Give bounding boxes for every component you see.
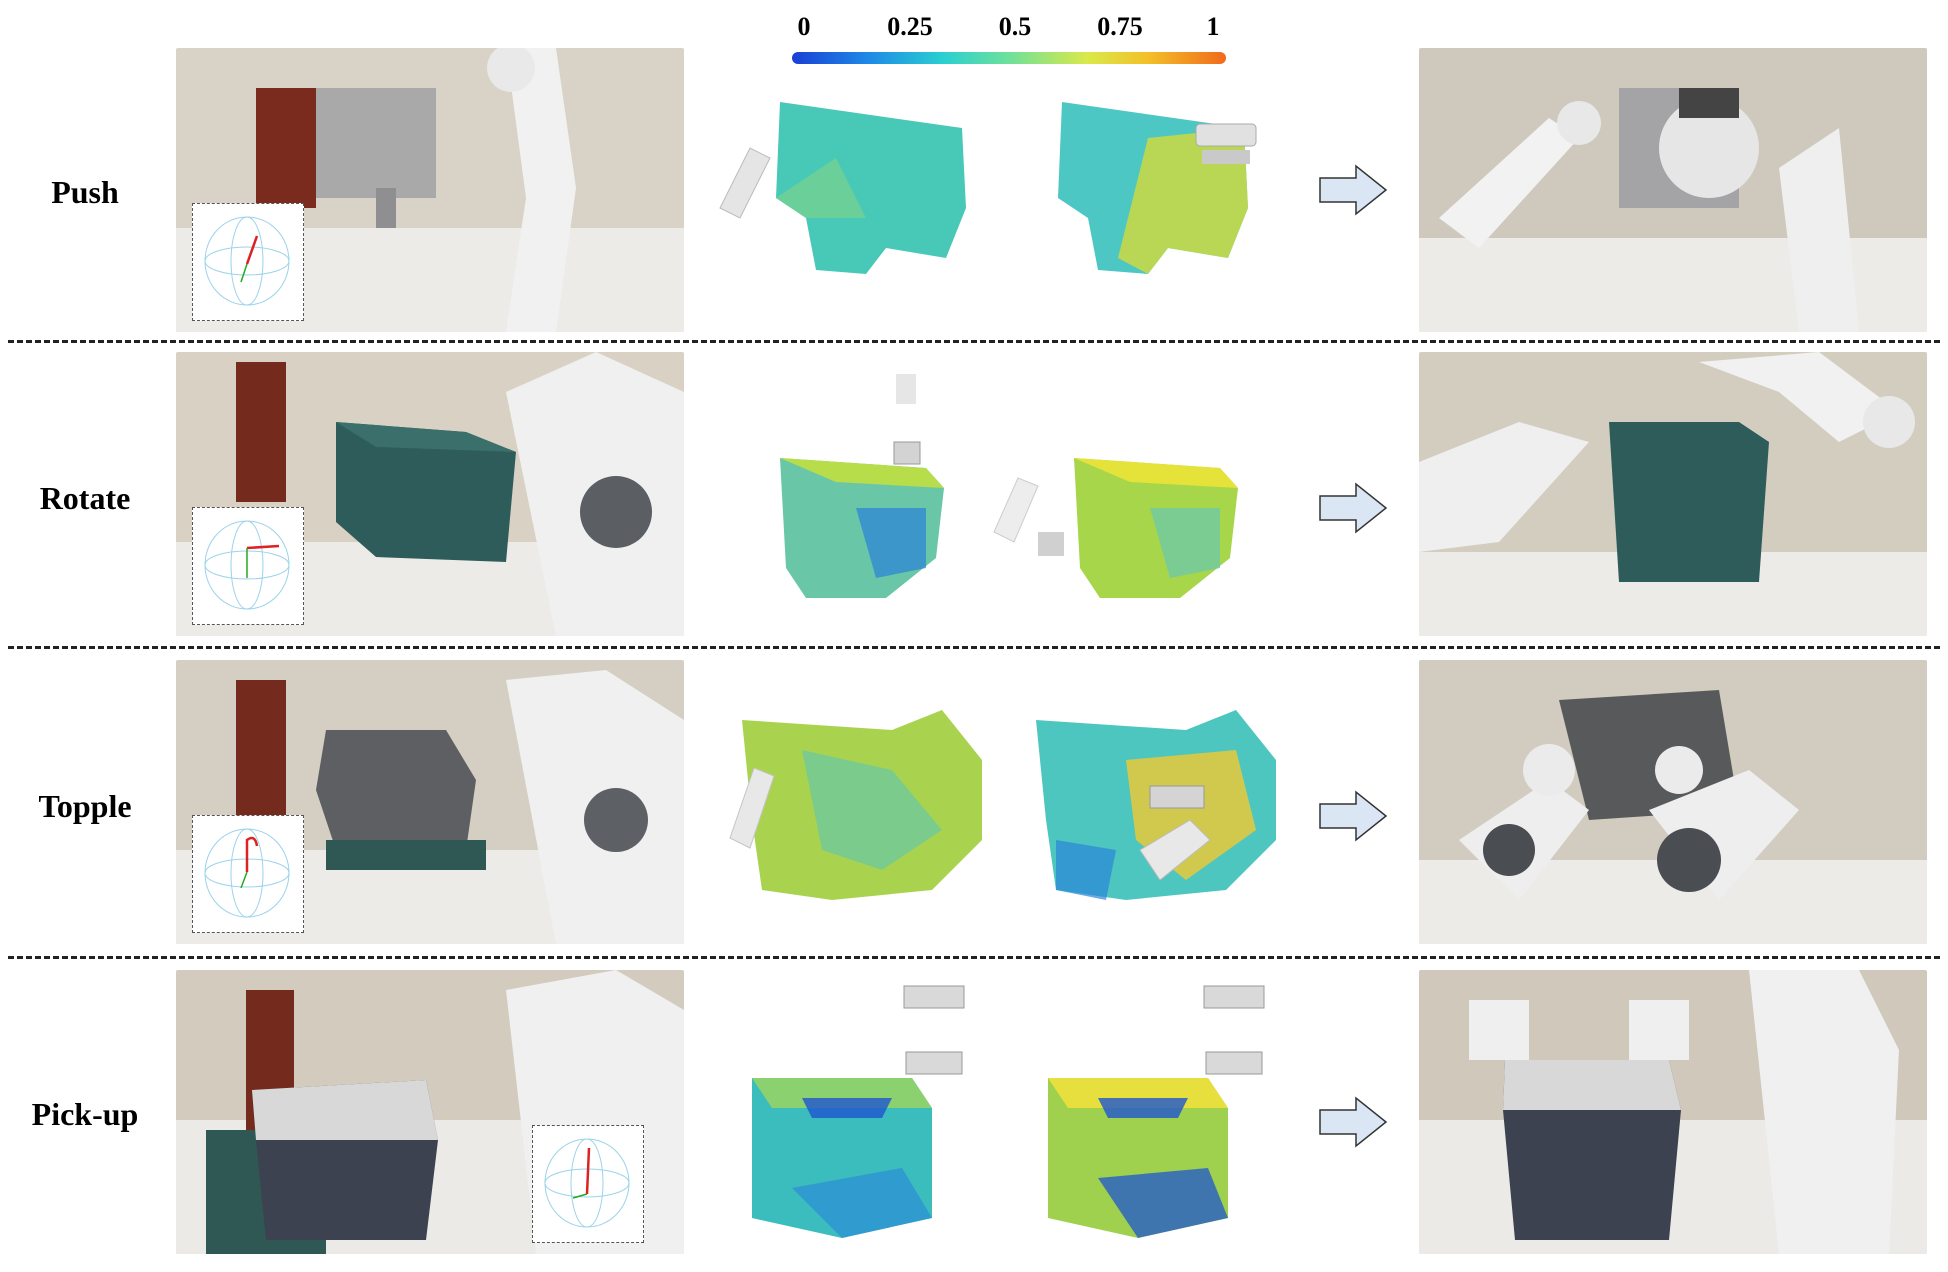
- affordance-map-before: [742, 710, 992, 915]
- colorbar-tick-0: 0: [797, 12, 811, 41]
- before-photo: [176, 48, 684, 332]
- before-photo: [176, 970, 684, 1254]
- gripper-icon: [1200, 980, 1270, 1095]
- before-photo: [176, 352, 684, 636]
- direction-inset: [192, 203, 304, 321]
- affordance-map-before: [776, 98, 976, 293]
- gripper-icon: [710, 138, 780, 233]
- row-divider: [8, 646, 1940, 649]
- after-photo: [1419, 48, 1927, 332]
- colorbar-tick-0-25: 0.25: [887, 12, 933, 41]
- row-label: Topple: [38, 788, 132, 824]
- after-photo: [1419, 352, 1927, 636]
- gripper-icon: [724, 758, 784, 863]
- arrow-right-icon: [1319, 790, 1388, 842]
- affordance-map-before: [742, 1068, 942, 1243]
- after-photo: [1419, 970, 1927, 1254]
- gripper-icon: [900, 980, 970, 1095]
- row-label: Rotate: [39, 480, 131, 516]
- colorbar-tick-1: 1: [1206, 12, 1220, 41]
- row-divider: [8, 956, 1940, 959]
- colorbar-tick-0-5: 0.5: [998, 12, 1032, 41]
- arrow-right-icon: [1319, 1096, 1388, 1148]
- direction-inset: [192, 815, 304, 933]
- row-divider: [8, 340, 1940, 343]
- affordance-map-after: [1058, 98, 1258, 293]
- row-label: Push: [51, 174, 119, 210]
- affordance-map-after: [1038, 1068, 1238, 1243]
- before-photo: [176, 660, 684, 944]
- gripper-icon: [988, 472, 1068, 567]
- gripper-icon: [890, 372, 930, 477]
- direction-inset: [192, 507, 304, 625]
- row-label: Pick-up: [31, 1096, 139, 1132]
- colorbar-gradient: [792, 52, 1226, 64]
- arrow-right-icon: [1319, 164, 1388, 216]
- gripper-icon: [1130, 780, 1220, 895]
- affordance-map-before: [776, 448, 956, 613]
- gripper-icon: [1192, 114, 1262, 189]
- arrow-right-icon: [1319, 482, 1388, 534]
- affordance-map-after: [1070, 448, 1250, 613]
- after-photo: [1419, 660, 1927, 944]
- colorbar-tick-0-75: 0.75: [1097, 12, 1143, 41]
- direction-inset: [532, 1125, 644, 1243]
